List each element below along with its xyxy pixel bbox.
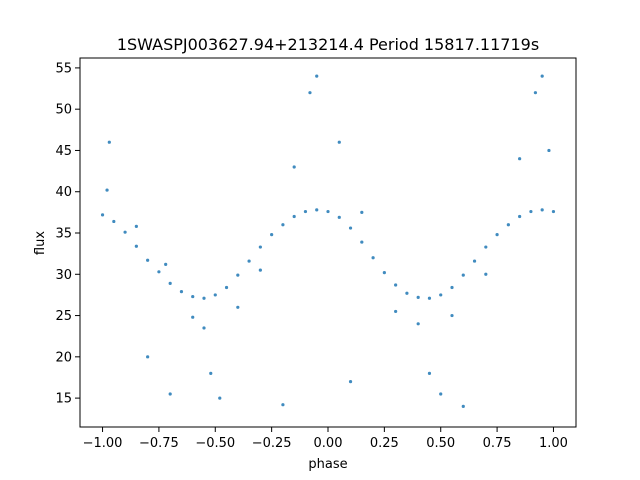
data-point bbox=[360, 210, 364, 214]
data-point bbox=[303, 209, 308, 214]
data-point bbox=[540, 208, 544, 212]
data-point bbox=[258, 268, 262, 272]
data-point bbox=[100, 213, 105, 217]
data-point bbox=[292, 214, 296, 219]
x-tick-label: 0.50 bbox=[426, 436, 455, 451]
data-point bbox=[518, 214, 522, 219]
data-point bbox=[439, 293, 443, 297]
data-point bbox=[258, 245, 262, 249]
y-tick-label: 50 bbox=[55, 103, 72, 118]
data-point bbox=[450, 285, 454, 290]
data-point bbox=[529, 209, 533, 214]
y-axis-label: flux bbox=[33, 231, 48, 255]
data-point bbox=[547, 148, 551, 153]
data-point bbox=[394, 309, 398, 314]
data-point bbox=[348, 379, 353, 384]
data-point bbox=[191, 315, 195, 319]
x-tick-label: −0.50 bbox=[195, 436, 235, 451]
data-point bbox=[461, 273, 465, 277]
x-tick-label: 1.00 bbox=[539, 436, 568, 451]
data-point bbox=[405, 291, 409, 295]
data-point bbox=[337, 215, 341, 219]
data-point bbox=[168, 392, 172, 396]
data-point bbox=[484, 272, 488, 276]
x-axis-ticks: −1.00 −0.75 −0.50 −0.25 0.00 0.25 0.50 0.75 1.00 bbox=[83, 427, 568, 451]
data-point bbox=[337, 140, 341, 144]
x-tick-label: −0.25 bbox=[252, 436, 292, 451]
x-tick-label: 0.00 bbox=[314, 436, 343, 451]
data-point bbox=[394, 283, 398, 287]
data-point bbox=[450, 313, 454, 318]
y-tick-label: 25 bbox=[55, 309, 72, 324]
x-tick-label: 0.25 bbox=[370, 436, 399, 451]
data-point bbox=[427, 296, 432, 300]
data-point bbox=[360, 240, 364, 244]
data-point bbox=[112, 219, 116, 224]
data-point bbox=[209, 371, 213, 375]
x-axis-label: phase bbox=[308, 457, 347, 472]
data-point bbox=[191, 294, 195, 299]
data-point bbox=[281, 223, 285, 227]
data-point bbox=[123, 230, 127, 234]
data-point bbox=[157, 270, 161, 274]
y-axis-ticks: 15 20 25 30 35 40 45 50 55 bbox=[55, 61, 80, 407]
data-point bbox=[146, 258, 150, 262]
y-tick-label: 15 bbox=[55, 392, 72, 407]
data-point bbox=[292, 165, 296, 169]
data-point bbox=[247, 259, 251, 263]
data-point bbox=[382, 271, 386, 275]
data-point bbox=[472, 259, 477, 263]
data-point bbox=[551, 209, 556, 214]
data-point bbox=[270, 233, 274, 237]
data-point bbox=[202, 296, 206, 300]
data-point bbox=[168, 281, 172, 285]
data-point bbox=[326, 209, 330, 214]
data-point bbox=[416, 322, 420, 326]
data-point bbox=[533, 91, 538, 95]
data-point bbox=[427, 371, 432, 375]
data-point bbox=[495, 233, 499, 237]
data-point bbox=[484, 245, 488, 249]
data-point bbox=[134, 244, 138, 248]
data-point bbox=[308, 91, 312, 95]
data-point bbox=[224, 285, 229, 290]
data-point bbox=[416, 295, 420, 299]
data-point bbox=[134, 224, 138, 229]
chart-title: 1SWASPJ003627.94+213214.4 Period 15817.1… bbox=[117, 35, 539, 54]
data-point bbox=[371, 256, 375, 260]
x-tick-label: −0.75 bbox=[139, 436, 179, 451]
data-point bbox=[105, 188, 109, 192]
data-point bbox=[236, 273, 240, 277]
data-point bbox=[146, 355, 150, 359]
x-tick-label: 0.75 bbox=[483, 436, 512, 451]
data-point bbox=[164, 262, 168, 266]
data-point bbox=[506, 223, 510, 227]
data-point bbox=[518, 157, 522, 161]
y-tick-label: 20 bbox=[55, 350, 72, 365]
x-tick-label: −1.00 bbox=[83, 436, 123, 451]
data-point bbox=[179, 290, 184, 294]
y-tick-label: 45 bbox=[55, 144, 72, 159]
y-tick-label: 40 bbox=[55, 185, 72, 200]
data-points bbox=[100, 74, 556, 408]
data-point bbox=[236, 305, 240, 309]
data-point bbox=[540, 74, 544, 78]
y-tick-label: 55 bbox=[55, 61, 72, 76]
data-point bbox=[315, 208, 319, 212]
data-point bbox=[218, 396, 222, 400]
data-point bbox=[439, 392, 443, 396]
data-point bbox=[202, 326, 206, 330]
data-point bbox=[281, 403, 285, 407]
data-point bbox=[461, 404, 465, 408]
data-point bbox=[213, 293, 217, 297]
data-point bbox=[107, 140, 111, 144]
data-point bbox=[348, 226, 353, 230]
y-tick-label: 30 bbox=[55, 268, 72, 283]
data-point bbox=[315, 74, 319, 78]
y-tick-label: 35 bbox=[55, 227, 72, 242]
